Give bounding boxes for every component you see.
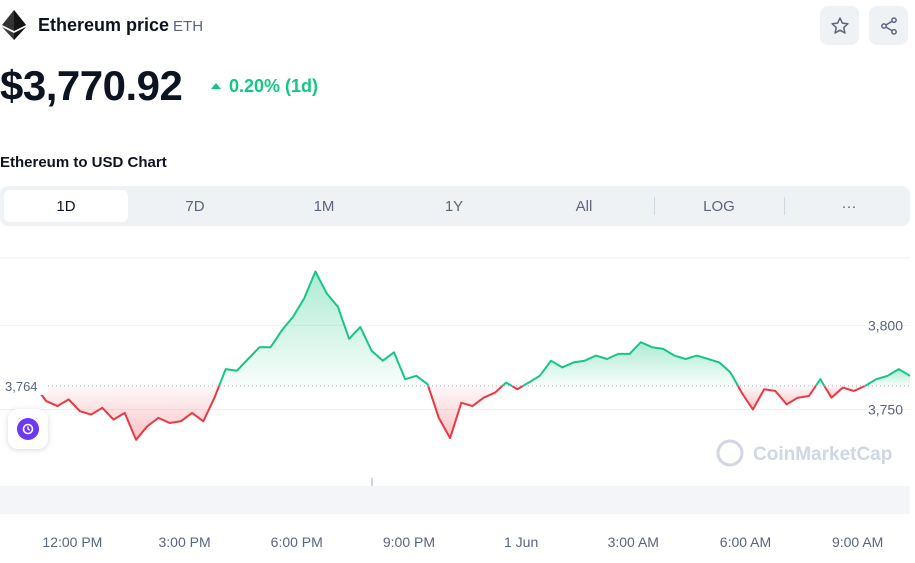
share-button[interactable] [869, 6, 908, 45]
price-line-down [737, 385, 817, 411]
price-line-down [823, 384, 866, 399]
star-icon [830, 16, 849, 34]
price-change: 0.20% (1d) [211, 76, 318, 97]
area-below-baseline [428, 385, 503, 439]
price-line-down [511, 385, 524, 391]
area-above-baseline [865, 369, 910, 386]
timeframe-tabs: 1D 7D 1M 1Y All LOG ··· [0, 186, 910, 226]
baseline-label-bg [0, 376, 48, 395]
tab-divider [654, 197, 655, 215]
tab-all[interactable]: All [575, 197, 593, 215]
watchlist-star-button[interactable] [820, 6, 859, 45]
area-below-baseline [35, 385, 220, 440]
price-chart[interactable]: CoinMarketCap 3,764 12:00 PM 3:00 PM 6:00 … [0, 250, 915, 563]
price-chart-svg: CoinMarketCap 3,764 12:00 PM 3:00 PM 6:00 … [0, 257, 911, 550]
price-line-up [218, 270, 430, 387]
triangle-up-icon [211, 82, 221, 89]
tab-more[interactable]: ··· [841, 197, 857, 215]
tab-1m[interactable]: 1M [313, 197, 335, 215]
price-line-up [522, 341, 739, 387]
x-tick-label: 3:00 PM [159, 534, 211, 550]
tab-divider [784, 197, 785, 215]
area-above-baseline [219, 271, 429, 386]
price-change-value: 0.20% (1d) [229, 76, 319, 96]
tab-1y[interactable]: 1Y [444, 197, 464, 215]
coin-symbol: ETH [173, 18, 204, 35]
x-tick-label: 12:00 PM [42, 534, 102, 550]
y-tick-label: 3,750 [868, 402, 903, 418]
tab-1d[interactable]: 1D [4, 190, 128, 222]
x-tick-label: 6:00 AM [720, 534, 771, 550]
y-tick-label: 3,800 [868, 317, 903, 333]
baseline-label: 3,764 [5, 379, 38, 394]
price-line-up [814, 378, 826, 387]
history-button[interactable] [8, 409, 48, 449]
tab-log[interactable]: LOG [703, 197, 735, 215]
area-above-baseline [523, 342, 738, 386]
price-line-up [864, 368, 911, 387]
chart-title: Ethereum to USD Chart [0, 154, 167, 171]
watermark-text: CoinMarketCap [753, 444, 892, 465]
x-tick-label: 6:00 PM [271, 534, 323, 550]
share-icon [880, 16, 897, 35]
x-tick-label: 1 Jun [504, 534, 538, 550]
coinmarketcap-logo-icon [716, 439, 744, 467]
coin-title: Ethereum price ETH [38, 15, 203, 36]
price-line-down [427, 385, 504, 440]
ethereum-logo-icon [2, 10, 26, 40]
price-line-down [34, 385, 221, 441]
coinmarketcap-watermark: CoinMarketCap [716, 439, 892, 467]
current-price: $3,770.92 [0, 62, 183, 109]
price-line-up [501, 381, 513, 387]
coin-name: Ethereum price [38, 15, 170, 35]
coin-header: Ethereum price ETH [0, 0, 915, 55]
tab-7d[interactable]: 7D [185, 197, 205, 215]
history-icon [17, 418, 39, 440]
x-tick-label: 9:00 AM [832, 534, 883, 550]
area-below-baseline [738, 385, 816, 410]
x-tick-label: 3:00 AM [608, 534, 659, 550]
volume-band [0, 486, 910, 514]
x-tick-label: 9:00 PM [383, 534, 435, 550]
